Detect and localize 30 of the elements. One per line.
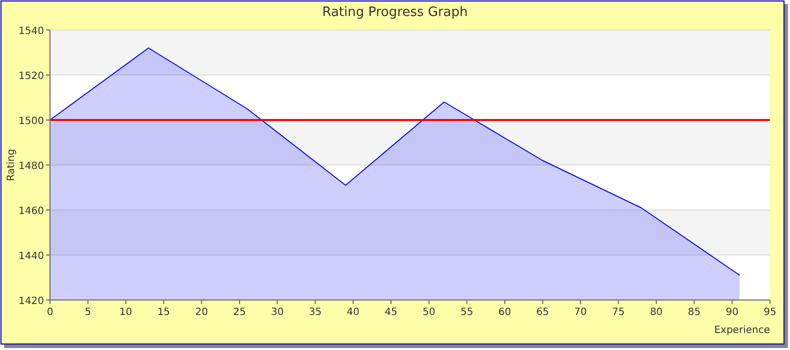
y-tick-label: 1460 bbox=[18, 206, 44, 217]
chart-title: Rating Progress Graph bbox=[322, 5, 468, 20]
x-tick-label: 65 bbox=[536, 307, 549, 318]
x-tick-label: 55 bbox=[460, 307, 474, 318]
x-tick-label: 25 bbox=[233, 307, 246, 318]
x-tick-label: 10 bbox=[119, 307, 132, 318]
x-tick-label: 75 bbox=[612, 307, 625, 318]
y-tick-label: 1540 bbox=[18, 26, 44, 37]
x-tick-label: 90 bbox=[726, 307, 738, 318]
x-tick-label: 40 bbox=[346, 307, 360, 318]
x-tick-label: 80 bbox=[650, 307, 663, 318]
y-tick-label: 1500 bbox=[18, 116, 44, 127]
x-tick-label: 95 bbox=[764, 307, 776, 318]
y-tick-label: 1520 bbox=[18, 71, 44, 82]
y-tick-label: 1420 bbox=[18, 296, 44, 307]
x-axis-title: Experience bbox=[714, 325, 770, 336]
x-tick-label: 85 bbox=[688, 307, 701, 318]
x-tick-label: 15 bbox=[157, 307, 170, 318]
x-tick-label: 5 bbox=[84, 307, 92, 318]
x-tick-label: 50 bbox=[422, 307, 436, 318]
y-axis-title: Rating bbox=[6, 148, 17, 182]
x-tick-label: 20 bbox=[195, 307, 208, 318]
x-tick-label: 70 bbox=[574, 307, 587, 318]
x-tick-label: 60 bbox=[498, 307, 512, 318]
x-tick-label: 35 bbox=[308, 307, 322, 318]
x-tick-label: 0 bbox=[46, 307, 54, 318]
x-tick-label: 45 bbox=[384, 307, 398, 318]
y-tick-label: 1480 bbox=[18, 161, 44, 172]
x-tick-label: 30 bbox=[271, 307, 284, 318]
y-tick-label: 1440 bbox=[18, 251, 44, 262]
